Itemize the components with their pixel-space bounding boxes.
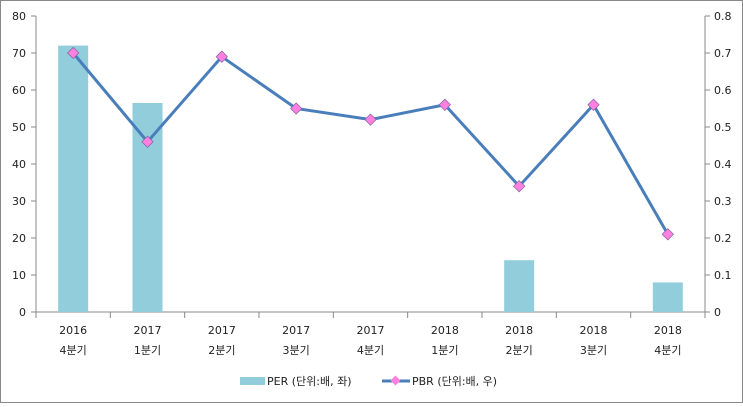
pbr-marker: [438, 98, 451, 111]
left-tick-label: 80: [12, 10, 26, 23]
x-tick-label-year: 2018: [505, 324, 533, 337]
pbr-marker: [141, 135, 154, 148]
x-tick-label-quarter: 1분기: [134, 344, 161, 357]
right-tick-label: 0.8: [714, 10, 732, 23]
pbr-marker: [290, 102, 303, 115]
per-bar: [652, 282, 683, 312]
left-tick-label: 60: [12, 84, 26, 97]
right-tick-label: 0.7: [714, 47, 732, 60]
x-tick-label-year: 2017: [134, 324, 162, 337]
per-bar: [58, 45, 89, 312]
left-tick-label: 30: [12, 195, 26, 208]
x-tick-label-year: 2017: [357, 324, 385, 337]
pbr-marker: [513, 180, 526, 193]
x-tick-label-quarter: 2분기: [506, 344, 533, 357]
x-tick-label-quarter: 4분기: [357, 344, 384, 357]
right-tick-label: 0.4: [714, 158, 732, 171]
left-tick-label: 0: [19, 306, 26, 319]
legend-per-swatch: [240, 377, 265, 385]
x-tick-label-year: 2016: [59, 324, 87, 337]
left-tick-label: 40: [12, 158, 26, 171]
x-tick-label-year: 2018: [580, 324, 608, 337]
x-tick-label-quarter: 3분기: [580, 344, 607, 357]
legend-pbr-label: PBR (단위:배, 우): [412, 375, 497, 388]
pbr-marker: [67, 46, 80, 60]
right-tick-label: 0: [714, 306, 721, 319]
pbr-marker: [364, 113, 377, 126]
x-tick-label-quarter: 3분기: [283, 344, 310, 357]
per-bar: [504, 260, 535, 312]
x-tick-label-year: 2017: [282, 324, 310, 337]
right-tick-label: 0.6: [714, 84, 732, 97]
legend-pbr-marker: [390, 375, 401, 386]
x-tick-label-year: 2018: [654, 324, 682, 337]
x-tick-label-quarter: 4분기: [60, 344, 87, 357]
right-tick-label: 0.5: [714, 121, 732, 134]
x-tick-label-quarter: 1분기: [431, 344, 458, 357]
per-bar: [132, 102, 163, 312]
right-tick-label: 0.1: [714, 269, 732, 282]
right-tick-label: 0.2: [714, 232, 732, 245]
x-tick-label-year: 2017: [208, 324, 236, 337]
right-tick-label: 0.3: [714, 195, 732, 208]
left-tick-label: 50: [12, 121, 26, 134]
x-tick-label-quarter: 2분기: [208, 344, 235, 357]
pbr-marker: [661, 228, 674, 241]
left-tick-label: 70: [12, 47, 26, 60]
left-tick-label: 20: [12, 232, 26, 245]
x-tick-label-quarter: 4분기: [654, 344, 681, 357]
x-tick-label-year: 2018: [431, 324, 459, 337]
pbr-marker: [215, 50, 228, 63]
left-tick-label: 10: [12, 269, 26, 282]
pbr-marker: [587, 98, 600, 111]
legend-per-label: PER (단위:배, 좌): [267, 375, 352, 388]
